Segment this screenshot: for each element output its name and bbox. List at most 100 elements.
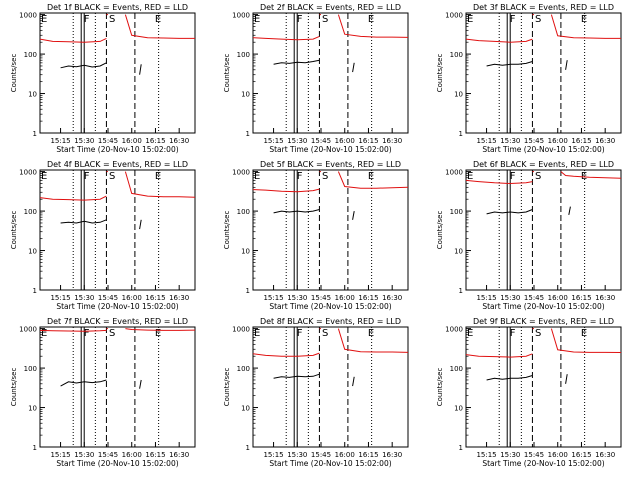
- series-events-line: [352, 211, 355, 220]
- detector-chart-9f: Det 9f BLACK = Events, RED = LLD 1 10 100 10…: [436, 317, 622, 468]
- x-tick-label: 16:30: [169, 137, 189, 145]
- plot-frame: [252, 12, 409, 134]
- y-tick-label: 1: [459, 444, 463, 452]
- x-tick-label: 16:30: [595, 137, 615, 145]
- series-events-line: [565, 60, 568, 70]
- x-tick-label: 15:15: [50, 294, 70, 302]
- y-tick-label: 1000: [232, 12, 250, 20]
- x-tick-label: 16:00: [548, 294, 568, 302]
- detector-chart-4f: Det 4f BLACK = Events, RED = LLD 1 10 100 10…: [10, 160, 196, 311]
- x-tick-label: 16:00: [548, 451, 568, 459]
- y-tick-label: 10: [241, 91, 250, 99]
- detector-chart-5f: Det 5f BLACK = Events, RED = LLD 1 10 100 10…: [223, 160, 409, 311]
- event-marker-label: F: [84, 14, 90, 25]
- series-lld-line: [550, 14, 621, 39]
- y-tick-label: 100: [237, 208, 250, 216]
- chart-title: Det 7f BLACK = Events, RED = LLD: [47, 317, 188, 326]
- y-tick-label: 100: [450, 365, 463, 373]
- x-axis-label: Start Time (20-Nov-10 15:02:00): [482, 302, 604, 311]
- detector-chart-1f: Det 1f BLACK = Events, RED = LLD 1 10 100 10…: [10, 3, 196, 154]
- y-tick-label: 1: [246, 444, 250, 452]
- x-tick-label: 16:15: [145, 294, 165, 302]
- series-events-line: [352, 376, 355, 387]
- x-tick-label: 16:15: [571, 451, 591, 459]
- event-marker-label: S: [109, 328, 115, 339]
- event-marker-label: E: [467, 328, 473, 339]
- x-tick-label: 15:15: [263, 294, 283, 302]
- series-events-line: [139, 64, 142, 75]
- series-events-line: [60, 219, 107, 224]
- event-marker-label: F: [297, 328, 303, 339]
- x-axis-label: Start Time (20-Nov-10 15:02:00): [269, 302, 391, 311]
- x-tick-label: 15:30: [74, 294, 94, 302]
- y-tick-label: 100: [24, 208, 37, 216]
- event-marker-label: E: [155, 14, 161, 25]
- x-tick-label: 15:15: [50, 137, 70, 145]
- x-tick-label: 16:30: [382, 451, 402, 459]
- event-marker-label: E: [155, 171, 161, 182]
- x-tick-label: 16:00: [548, 137, 568, 145]
- y-tick-label: 1000: [19, 169, 37, 177]
- x-tick-label: 15:15: [476, 451, 496, 459]
- series-lld-line: [560, 171, 622, 179]
- event-marker-label: S: [109, 171, 115, 182]
- series-lld-line: [39, 329, 107, 332]
- x-tick-label: 15:15: [476, 137, 496, 145]
- y-tick-label: 10: [28, 248, 37, 256]
- x-tick-label: 16:30: [382, 294, 402, 302]
- y-tick-label: 10: [454, 405, 463, 413]
- y-tick-label: 100: [24, 365, 37, 373]
- x-tick-label: 16:15: [145, 137, 165, 145]
- series-lld-line: [550, 328, 622, 353]
- event-marker-label: S: [322, 171, 328, 182]
- x-tick-label: 15:45: [311, 137, 331, 145]
- y-axis-label: Counts/sec: [436, 54, 444, 93]
- y-tick-label: 10: [28, 91, 37, 99]
- series-lld-line: [39, 37, 107, 43]
- x-tick-label: 16:00: [335, 137, 355, 145]
- x-tick-label: 15:15: [476, 294, 496, 302]
- series-events-line: [568, 206, 571, 215]
- series-events-line: [60, 62, 107, 69]
- x-tick-label: 15:30: [500, 137, 520, 145]
- series-events-line: [352, 62, 355, 73]
- event-marker-label: E: [254, 14, 260, 25]
- y-tick-label: 1: [459, 130, 463, 138]
- series-lld-line: [337, 14, 409, 38]
- y-tick-label: 10: [454, 248, 463, 256]
- series-events-line: [273, 59, 320, 65]
- x-tick-label: 15:15: [263, 137, 283, 145]
- series-lld-line: [252, 188, 320, 193]
- y-tick-label: 1000: [232, 169, 250, 177]
- y-tick-label: 1000: [19, 12, 37, 20]
- x-tick-label: 15:45: [98, 137, 118, 145]
- event-marker-label: F: [510, 328, 516, 339]
- event-marker-label: S: [322, 14, 328, 25]
- x-tick-label: 16:30: [169, 451, 189, 459]
- x-tick-label: 16:15: [145, 451, 165, 459]
- chart-title: Det 5f BLACK = Events, RED = LLD: [260, 160, 401, 169]
- x-axis-label: Start Time (20-Nov-10 15:02:00): [56, 145, 178, 154]
- x-tick-label: 15:45: [311, 294, 331, 302]
- x-tick-label: 16:30: [382, 137, 402, 145]
- series-lld-line: [39, 195, 107, 201]
- x-tick-label: 16:30: [595, 294, 615, 302]
- event-marker-label: E: [155, 328, 161, 339]
- x-tick-label: 15:15: [50, 451, 70, 459]
- series-events-line: [565, 374, 568, 384]
- series-events-line: [139, 379, 142, 389]
- y-axis-label: Counts/sec: [10, 368, 18, 407]
- y-tick-label: 100: [450, 51, 463, 59]
- event-marker-label: F: [84, 328, 90, 339]
- plot-frame: [39, 169, 196, 291]
- y-tick-label: 1000: [445, 326, 463, 334]
- x-tick-label: 15:45: [311, 451, 331, 459]
- series-lld-line: [124, 14, 195, 39]
- event-marker-label: E: [467, 171, 473, 182]
- y-tick-label: 100: [450, 208, 463, 216]
- event-marker-label: E: [467, 14, 473, 25]
- event-marker-label: S: [535, 171, 541, 182]
- event-marker-label: E: [254, 171, 260, 182]
- y-axis-label: Counts/sec: [436, 368, 444, 407]
- event-marker-label: F: [510, 14, 516, 25]
